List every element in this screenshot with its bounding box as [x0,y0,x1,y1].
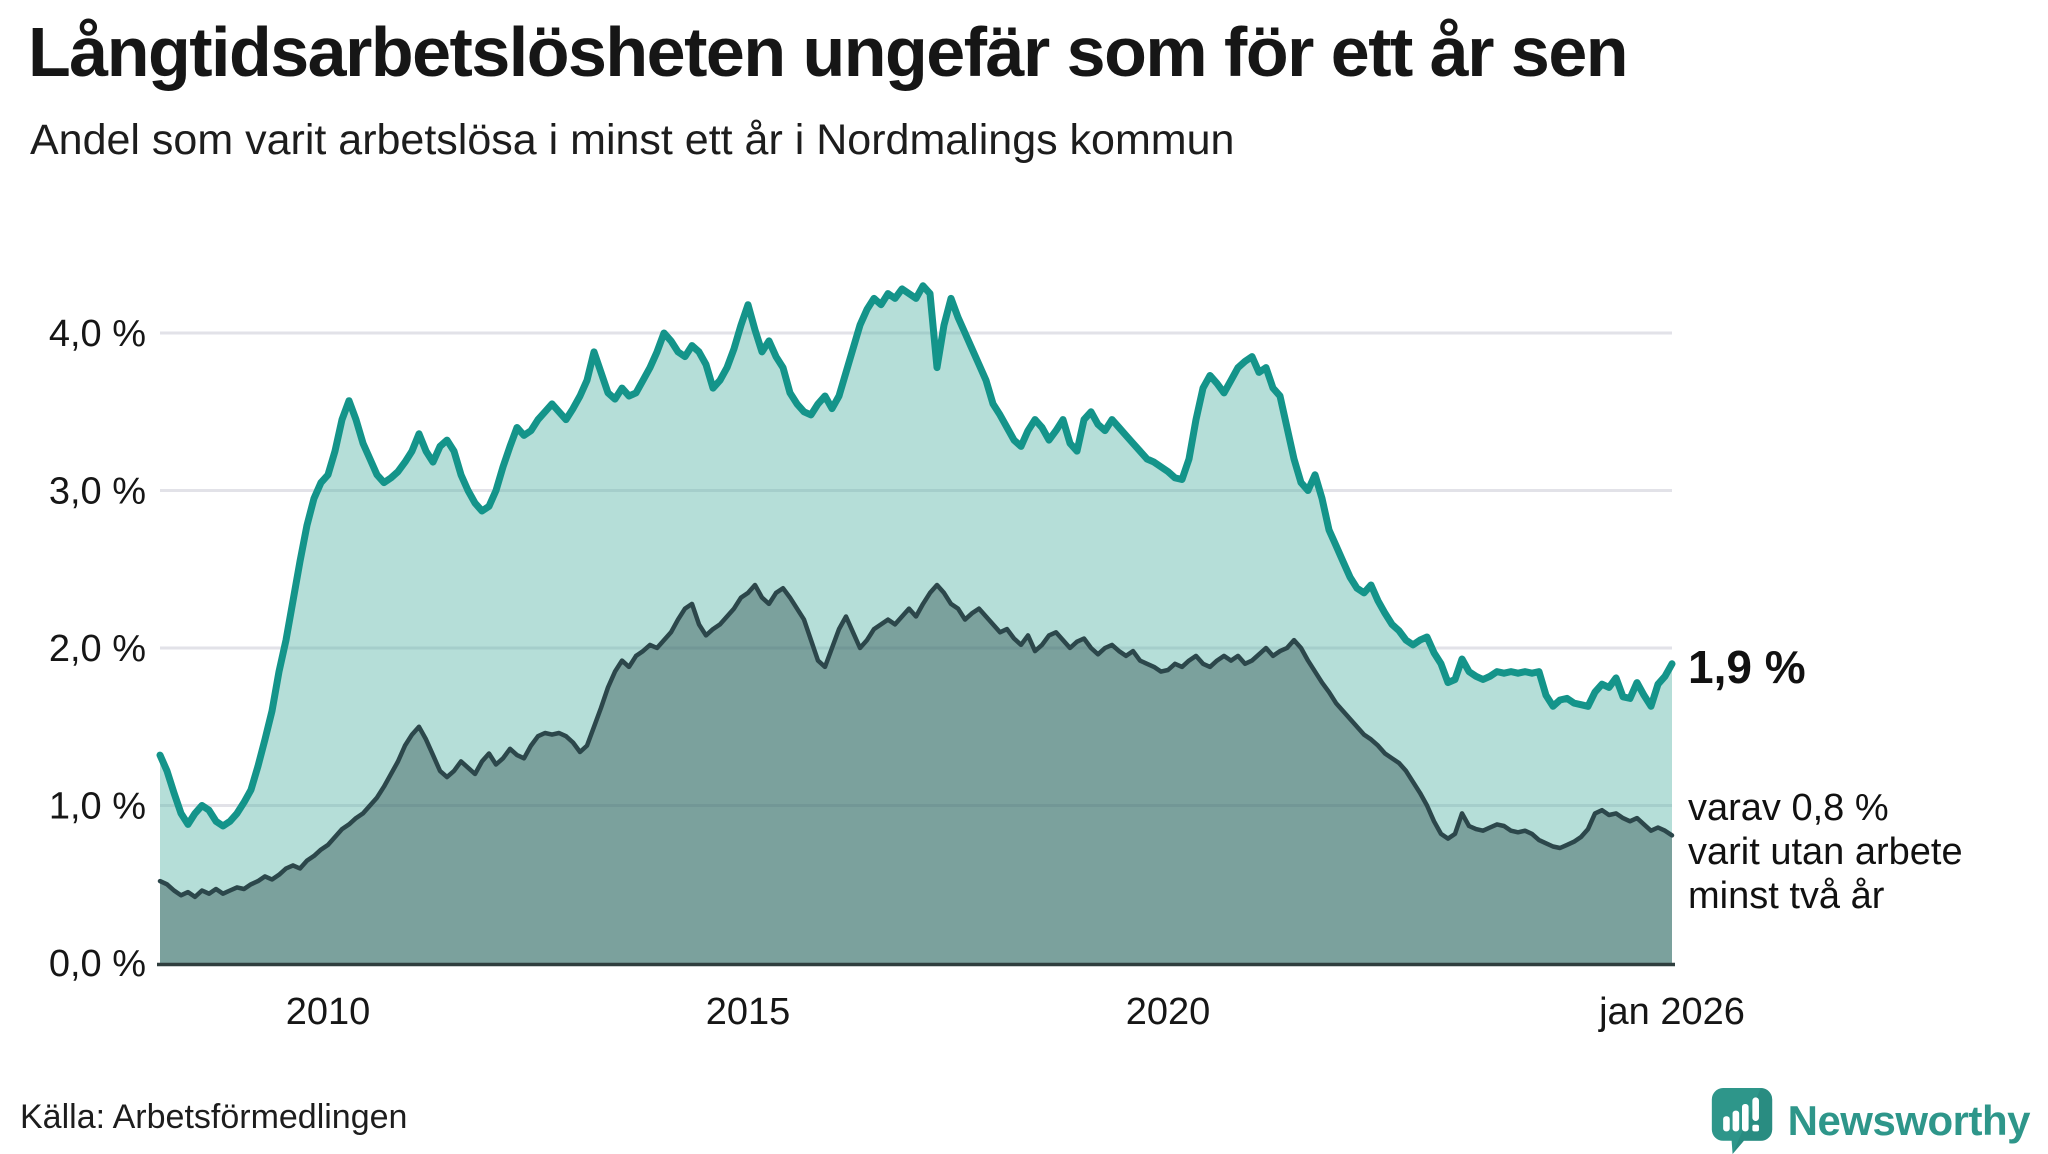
area-total-one-year [160,285,1672,963]
page-title: Långtidsarbetslösheten ungefär som för e… [28,13,1629,91]
area-two-years [160,585,1672,963]
source-note: Källa: Arbetsförmedlingen [20,1098,408,1136]
secondary-value-label: varav 0,8 % varit utan arbete minst två … [1688,787,1963,917]
brand-name: Newsworthy [1787,1097,2031,1144]
y-axis-tick-label: 4,0 % [49,313,146,355]
x-axis-tick-label: 2010 [286,991,371,1033]
page-subtitle: Andel som varit arbetslösa i minst ett å… [30,116,1235,164]
newsworthy-icon [1711,1088,1772,1154]
x-axis-tick-label: 2020 [1126,991,1211,1033]
y-axis-tick-label: 1,0 % [49,786,146,828]
y-axis-tick-label: 2,0 % [49,628,146,670]
line-two-years [157,582,1675,900]
brand-logo: Newsworthy [1710,1088,2031,1154]
x-axis-tick-label: 2015 [706,991,791,1033]
x-axis-tick-label: jan 2026 [1598,991,1745,1033]
line-total-one-year [156,282,1676,830]
y-axis-tick-label: 3,0 % [49,471,146,513]
y-axis-tick-label: 0,0 % [49,943,146,985]
latest-value-label: 1,9 % [1688,641,1806,693]
